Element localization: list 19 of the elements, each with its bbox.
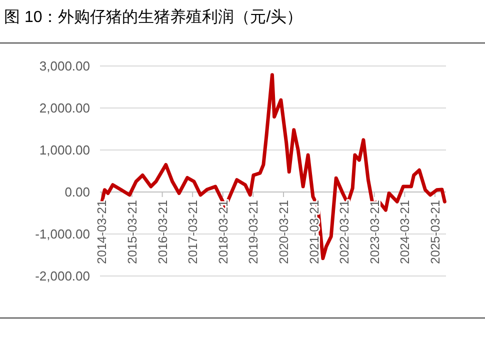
y-tick-label: 0.00 xyxy=(64,184,90,200)
x-tick-label: 2021-03-21 xyxy=(307,200,322,264)
x-tick-label: 2018-03-21 xyxy=(216,200,230,264)
y-tick-label: 1,000.00 xyxy=(39,142,90,158)
y-tick-label: 2,000.00 xyxy=(39,100,90,116)
x-tick-label: 2025-03-21 xyxy=(428,200,442,264)
chart-title: 图 10：外购仔猪的生猪养殖利润（元/头） xyxy=(4,8,303,26)
x-tick-label: 2019-03-21 xyxy=(246,200,261,264)
x-tick-label: 2023-03-21 xyxy=(368,200,382,264)
y-tick-label: -2,000.00 xyxy=(35,268,90,284)
x-tick-label: 2015-03-21 xyxy=(125,200,140,264)
x-tick-label: 2017-03-21 xyxy=(186,200,200,264)
x-tick-label: 2022-03-21 xyxy=(338,200,352,264)
x-tick-label: 2014-03-21 xyxy=(95,200,110,264)
y-tick-label: 3,000.00 xyxy=(39,58,90,74)
x-tick-label: 2024-03-21 xyxy=(398,200,412,264)
x-tick-label: 2020-03-21 xyxy=(276,200,291,264)
y-tick-label: -1,000.00 xyxy=(35,226,90,242)
x-tick-label: 2016-03-21 xyxy=(156,200,170,264)
